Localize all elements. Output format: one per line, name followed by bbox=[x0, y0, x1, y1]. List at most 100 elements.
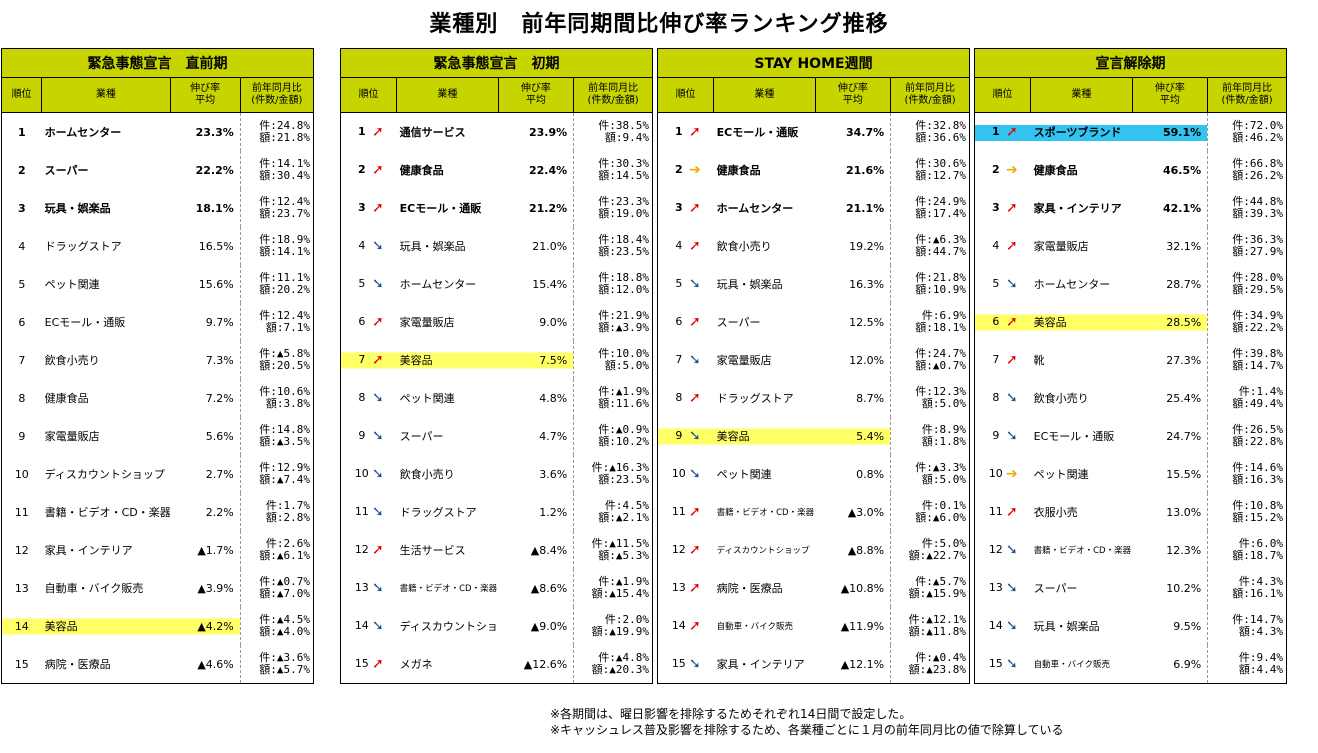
yoy-count: 件:▲12.1% bbox=[908, 613, 966, 626]
rank-number: 9 bbox=[992, 429, 1000, 442]
table-row: 14 ➘ 玩具・娯楽品 9.5% 件:14.7% 額:4.3% bbox=[975, 607, 1287, 645]
yoy-cell: 件:4.3% 額:16.1% bbox=[1207, 569, 1287, 607]
rank-cell: 14 ➘ bbox=[975, 607, 1031, 645]
table-row: 2 ➔ 健康食品 21.6% 件:30.6% 額:12.7% bbox=[658, 151, 970, 189]
arrow-down-icon: ➘ bbox=[371, 504, 384, 520]
rank-cell: 8 ➘ bbox=[975, 379, 1031, 417]
rank-number: 13 bbox=[354, 581, 369, 594]
rate-cell: 13.0% bbox=[1166, 505, 1202, 519]
yoy-count: 件:12.9% bbox=[259, 461, 310, 474]
industry-cell: ディスカウントショップ bbox=[44, 468, 165, 481]
arrow-down-icon: ➘ bbox=[371, 428, 384, 444]
rank-number: 1 bbox=[991, 125, 1000, 138]
arrow-up-icon: ➚ bbox=[371, 542, 384, 558]
yoy-count: 件:10.6% bbox=[259, 385, 310, 398]
rank-header: 順位 bbox=[656, 77, 715, 113]
rank-number: 5 bbox=[675, 277, 683, 290]
rank-cell: 14 bbox=[1, 607, 42, 645]
yoy-cell: 件:14.8% 額:▲3.5% bbox=[239, 417, 314, 455]
table-row: 4 ➘ 玩具・娯楽品 21.0% 件:18.4% 額:23.5% bbox=[341, 227, 653, 265]
yoy-amount: 額:14.5% bbox=[598, 169, 649, 182]
yoy-amount: 額:1.8% bbox=[921, 435, 966, 448]
table-row: 12 ➚ 生活サービス ▲8.4% 件:▲11.5% 額:▲5.3% bbox=[341, 531, 653, 569]
rate-cell: 27.3% bbox=[1166, 353, 1202, 367]
industry-cell: スポーツブランド bbox=[1030, 112, 1133, 151]
industry-cell: ECモール・通販 bbox=[1033, 430, 1115, 443]
period-header: 宣言解除期 bbox=[974, 48, 1287, 78]
rate-cell: ▲11.9% bbox=[840, 619, 885, 633]
yoy-cell: 件:1.4% 額:49.4% bbox=[1207, 379, 1287, 417]
yoy-amount: 額:▲4.0% bbox=[259, 625, 310, 638]
rank-header: 順位 bbox=[973, 77, 1032, 113]
rate-cell: 2.7% bbox=[205, 467, 234, 481]
rank-cell: 7 ➚ bbox=[975, 341, 1031, 379]
yoy-amount: 額:49.4% bbox=[1232, 397, 1283, 410]
arrow-down-icon: ➘ bbox=[688, 428, 701, 444]
table-row: 12 家具・インテリア ▲1.7% 件:2.6% 額:▲6.1% bbox=[2, 531, 314, 569]
yoy-count: 件:10.0% bbox=[598, 347, 649, 360]
yoy-header: 前年同月比 (件数/金額) bbox=[890, 77, 970, 113]
rate-cell: ▲9.0% bbox=[530, 619, 568, 633]
table-row: 1 ➚ スポーツブランド 59.1% 件:72.0% 額:46.2% bbox=[974, 112, 1287, 151]
rate-cell: 21.6% bbox=[845, 163, 885, 177]
table-row: 14➘ディスカウントショップ▲9.0%件:2.0%額:▲19.9% bbox=[341, 607, 653, 645]
table-row: 7 ➘ 家電量販店 12.0% 件:24.7% 額:▲0.7% bbox=[658, 341, 970, 379]
industry-header: 業種 bbox=[713, 77, 816, 113]
industry-cell: 玩具・娯楽品 bbox=[44, 202, 111, 215]
arrow-up-icon: ➚ bbox=[688, 390, 701, 406]
rank-number: 8 bbox=[358, 391, 366, 404]
yoy-cell: 件:18.8% 額:12.0% bbox=[573, 265, 653, 303]
table-row: 2 ➚ 健康食品 22.4% 件:30.3% 額:14.5% bbox=[341, 151, 653, 189]
arrow-up-icon: ➚ bbox=[688, 504, 701, 520]
arrow-up-icon: ➚ bbox=[688, 580, 701, 596]
yoy-amount: 額:3.8% bbox=[265, 397, 310, 410]
rank-cell: 13 ➚ bbox=[658, 569, 714, 607]
yoy-count: 件:4.3% bbox=[1238, 575, 1283, 588]
footnotes: ※各期間は、曜日影響を排除するためそれぞれ14日間で設定した。 ※キャッシュレス… bbox=[550, 706, 1063, 738]
yoy-count: 件:30.6% bbox=[915, 157, 966, 170]
yoy-count: 件:0.1% bbox=[921, 499, 966, 512]
table-row: 1 ➚ ECモール・通販 34.7% 件:32.8% 額:36.6% bbox=[658, 112, 970, 151]
yoy-cell: 件:▲3.6% 額:▲5.7% bbox=[239, 645, 314, 684]
rate-cell: 6.9% bbox=[1173, 657, 1202, 671]
yoy-cell: 件:21.8% 額:10.9% bbox=[890, 265, 970, 303]
table-row: 5 ペット関連 15.6% 件:11.1% 額:20.2% bbox=[2, 265, 314, 303]
rank-number: 10 bbox=[988, 467, 1003, 480]
industry-cell: ペット関連 bbox=[399, 392, 455, 405]
rank-cell: 5 ➘ bbox=[341, 265, 397, 303]
arrow-down-icon: ➘ bbox=[371, 618, 384, 634]
rank-number: 12 bbox=[14, 543, 29, 557]
industry-cell: 家具・インテリア bbox=[44, 544, 133, 557]
yoy-cell: 件:5.0% 額:▲22.7% bbox=[890, 531, 970, 569]
table-row: 15 病院・医療品 ▲4.6% 件:▲3.6% 額:▲5.7% bbox=[2, 645, 314, 684]
table-row: 11 ➘ ドラッグストア 1.2% 件:4.5% 額:▲2.1% bbox=[341, 493, 653, 531]
arrow-down-icon: ➘ bbox=[1005, 542, 1018, 558]
industry-header: 業種 bbox=[396, 77, 499, 113]
yoy-amount: 額:▲2.1% bbox=[598, 511, 649, 524]
yoy-cell: 件:12.3% 額:5.0% bbox=[890, 379, 970, 417]
rank-number: 2 bbox=[17, 163, 26, 177]
rate-cell: ▲4.6% bbox=[197, 657, 234, 671]
table-row: 15 ➘ 家具・インテリア ▲12.1% 件:▲0.4% 額:▲23.8% bbox=[658, 645, 970, 684]
yoy-cell: 件:▲3.3% 額:5.0% bbox=[890, 455, 970, 493]
yoy-cell: 件:2.0% 額:▲19.9% bbox=[573, 607, 653, 645]
yoy-header: 前年同月比 (件数/金額) bbox=[573, 77, 653, 113]
rank-cell: 2 ➔ bbox=[658, 151, 714, 189]
yoy-count: 件:12.4% bbox=[259, 195, 310, 208]
yoy-count: 件:23.3% bbox=[598, 195, 649, 208]
yoy-cell: 件:28.0% 額:29.5% bbox=[1207, 265, 1287, 303]
rate-header: 伸び率 平均 bbox=[497, 77, 575, 113]
table-row: 9 ➘ スーパー 4.7% 件:▲0.9% 額:10.2% bbox=[341, 417, 653, 455]
yoy-amount: 額:11.6% bbox=[598, 397, 649, 410]
table-row: 14 美容品 ▲4.2% 件:▲4.5% 額:▲4.0% bbox=[1, 607, 314, 645]
yoy-amount: 額:39.3% bbox=[1232, 207, 1283, 220]
table-row: 13 ➚ 病院・医療品 ▲10.8% 件:▲5.7% 額:▲15.9% bbox=[658, 569, 970, 607]
yoy-amount: 額:▲5.3% bbox=[598, 549, 649, 562]
yoy-cell: 件:6.0% 額:18.7% bbox=[1207, 531, 1287, 569]
yoy-count: 件:▲0.4% bbox=[915, 651, 966, 664]
yoy-cell: 件:▲0.9% 額:10.2% bbox=[573, 417, 653, 455]
rate-cell: 7.3% bbox=[205, 353, 234, 367]
table-row: 4 ➚ 家電量販店 32.1% 件:36.3% 額:27.9% bbox=[975, 227, 1287, 265]
industry-cell: 生活サービス bbox=[399, 544, 466, 557]
table-row: 13 ➘ スーパー 10.2% 件:4.3% 額:16.1% bbox=[975, 569, 1287, 607]
